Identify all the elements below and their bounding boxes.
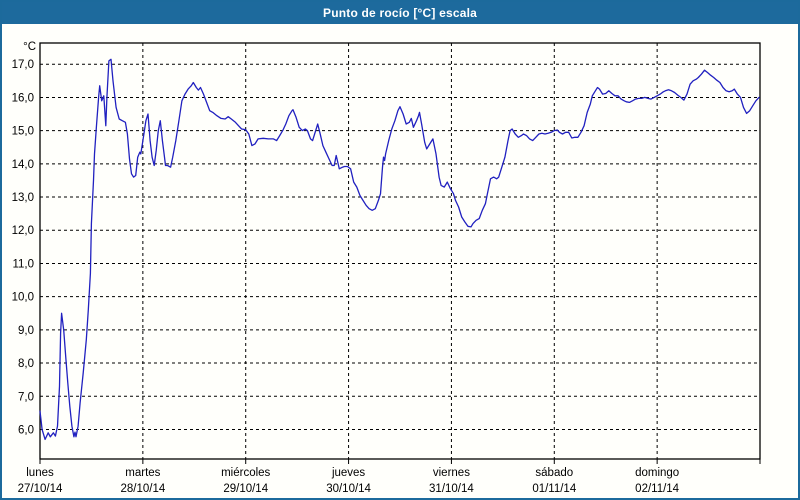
y-tick-label: 15,0	[12, 126, 34, 138]
title-bar: Punto de rocío [°C] escala	[2, 2, 798, 24]
x-day-name-label: miércoles	[221, 467, 270, 479]
x-day-name-label: jueves	[331, 467, 365, 479]
dew-point-chart: 17,0 16,0 15,0 14,0 13,0 12,0 11,0 10,0 9,0 8,0 7,…	[12, 41, 761, 495]
y-tick-label: 12,0	[12, 225, 34, 237]
x-day-name-label: martes	[125, 467, 160, 479]
y-tick-label: 7,0	[18, 391, 34, 403]
y-tick-label: 9,0	[18, 325, 34, 337]
chart-area: 17,0 16,0 15,0 14,0 13,0 12,0 11,0 10,0 9,0 8,0 7,…	[2, 24, 798, 498]
x-day-name-label: viernes	[433, 467, 470, 479]
page-title: Punto de rocío [°C] escala	[322, 6, 478, 20]
x-day-date-label: 02/11/14	[635, 483, 680, 495]
x-day-date-label: 29/10/14	[223, 483, 268, 495]
x-day-date-label: 01/11/14	[532, 483, 577, 495]
y-tick-label: 10,0	[12, 292, 34, 304]
x-day-date-label: 31/10/14	[429, 483, 474, 495]
x-day-date-label: 27/10/14	[18, 483, 63, 495]
plot-border	[39, 42, 761, 460]
y-tick-label: 11,0	[12, 258, 34, 270]
y-tick-label: 16,0	[12, 92, 34, 104]
dew-point-series-line	[39, 58, 760, 441]
y-axis-unit-label: °C	[23, 41, 36, 53]
x-day-name-label: domingo	[635, 467, 679, 479]
x-day-date-label: 30/10/14	[326, 483, 371, 495]
y-tick-label: 13,0	[12, 192, 34, 204]
x-day-name-label: sábado	[535, 467, 573, 479]
x-day-date-label: 28/10/14	[120, 483, 165, 495]
y-tick-label: 17,0	[12, 59, 34, 71]
y-tick-label: 8,0	[18, 358, 34, 370]
y-tick-label: 6,0	[18, 424, 34, 436]
x-day-name-label: lunes	[26, 467, 54, 479]
y-tick-label: 14,0	[12, 159, 34, 171]
